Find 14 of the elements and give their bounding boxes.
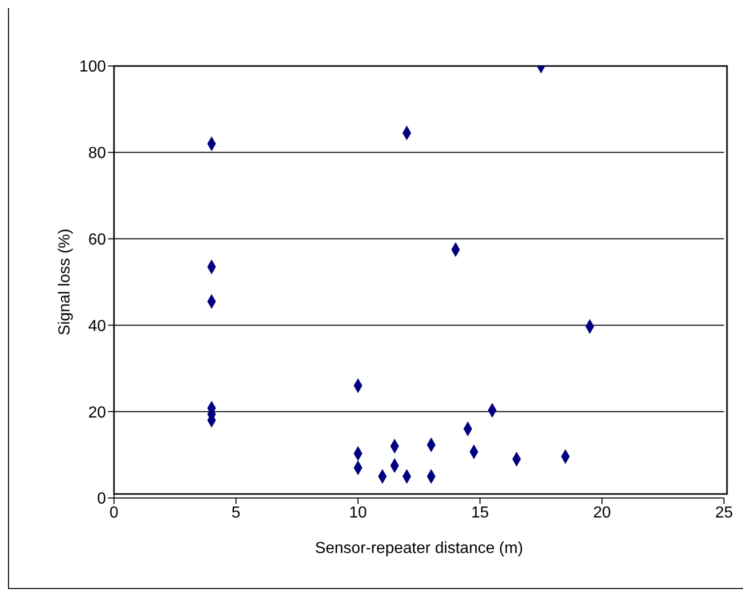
x-axis-title: Sensor-repeater distance (m) [314, 540, 524, 557]
x-tick-label: 25 [715, 504, 733, 522]
y-tick-label: 0 [97, 490, 106, 508]
y-tick-label: 40 [88, 318, 106, 335]
y-tick-label: 60 [88, 231, 106, 248]
y-tick-label: 20 [88, 404, 106, 422]
x-tick-label: 5 [232, 504, 241, 522]
y-axis-title: Signal loss (%) [56, 228, 74, 336]
x-tick-label: 0 [110, 504, 119, 522]
y-tick-label: 100 [79, 58, 106, 76]
y-tick-label: 80 [88, 145, 106, 162]
x-tick-label: 20 [593, 504, 611, 522]
x-tick-label: 10 [349, 504, 367, 522]
x-tick-label: 15 [471, 504, 489, 522]
